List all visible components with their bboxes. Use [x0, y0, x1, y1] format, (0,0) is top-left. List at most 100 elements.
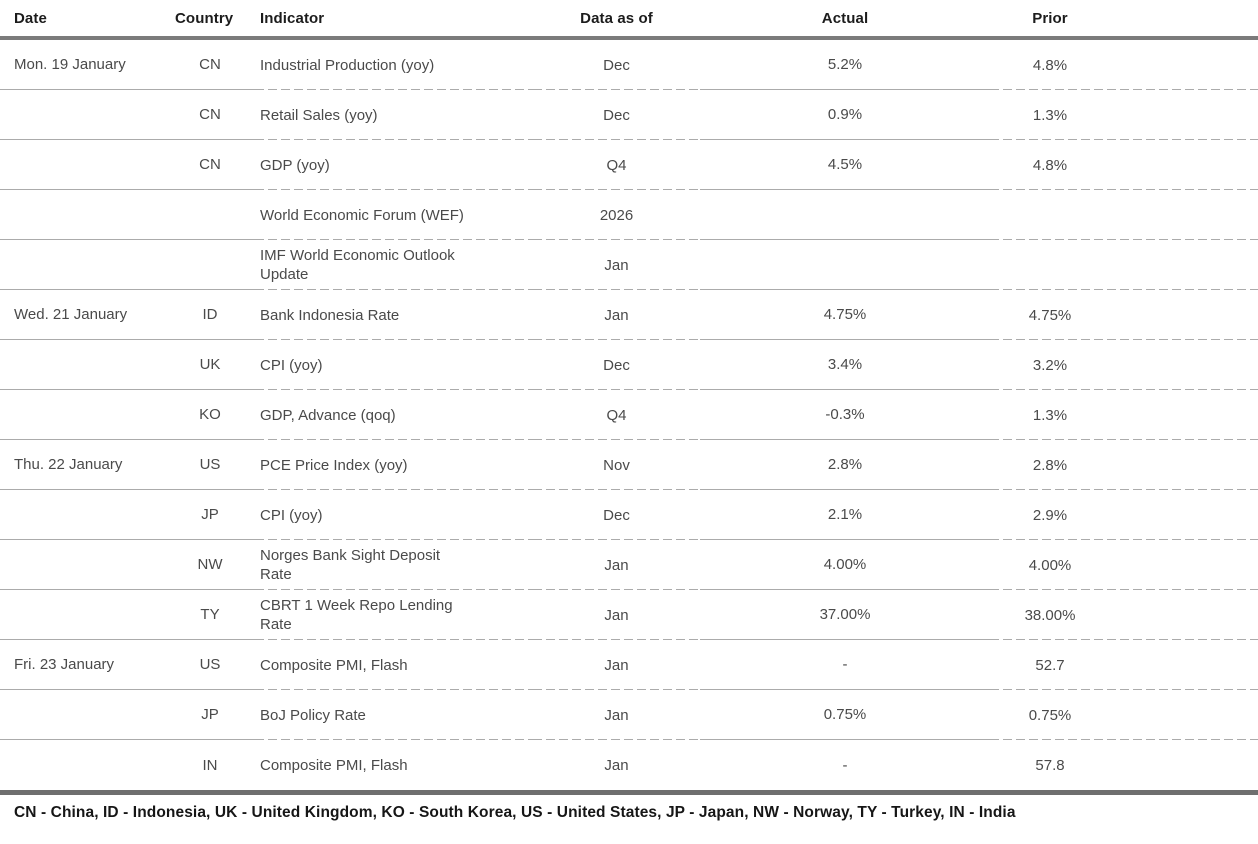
country-cell: CN — [165, 90, 255, 140]
date-cell — [0, 540, 165, 590]
prior-cell — [990, 240, 1258, 290]
country-cell: UK — [165, 340, 255, 390]
actual-cell: 0.75% — [700, 690, 990, 740]
country-cell: ID — [165, 290, 255, 340]
country-cell: US — [165, 440, 255, 490]
table-row: Fri. 23 January US Composite PMI, Flash Jan… — [0, 640, 1258, 690]
table-row: JP CPI (yoy) Dec 2.1% 2.9% — [0, 490, 1258, 540]
indicator-cell: Bank Indonesia Rate — [255, 290, 533, 340]
data-as-of-cell: Jan — [533, 240, 700, 290]
table-row: NW Norges Bank Sight Deposit Rate Jan 4.00%… — [0, 540, 1258, 590]
prior-cell: 2.8% — [990, 440, 1258, 490]
prior-cell: 38.00% — [990, 590, 1258, 640]
country-cell: JP — [165, 490, 255, 540]
table-header-row: Date Country Indicator Data as of Actual… — [0, 0, 1258, 40]
data-as-of-cell: Dec — [533, 340, 700, 390]
prior-cell: 4.75% — [990, 290, 1258, 340]
table-row: UK CPI (yoy) Dec 3.4% 3.2% — [0, 340, 1258, 390]
prior-cell: 2.9% — [990, 490, 1258, 540]
data-as-of-cell: Nov — [533, 440, 700, 490]
country-cell: US — [165, 640, 255, 690]
indicator-cell: PCE Price Index (yoy) — [255, 440, 533, 490]
date-cell: Thu. 22 January — [0, 440, 165, 490]
data-as-of-cell: Jan — [533, 640, 700, 690]
actual-cell: - — [842, 756, 848, 774]
data-as-of-cell: Jan — [533, 540, 700, 590]
date-cell — [0, 590, 165, 640]
table-row: TY CBRT 1 Week Repo Lending Rate Jan 37.00%… — [0, 590, 1258, 640]
actual-cell — [700, 240, 990, 290]
indicator-cell: CPI (yoy) — [255, 340, 533, 390]
indicator-cell: Retail Sales (yoy) — [255, 90, 533, 140]
actual-cell: -0.3% — [700, 390, 990, 440]
date-cell — [0, 340, 165, 390]
data-as-of-cell: Jan — [533, 290, 700, 340]
actual-cell: 2.8% — [700, 440, 990, 490]
indicator-cell: World Economic Forum (WEF) — [255, 190, 533, 240]
data-as-of-cell: Jan — [533, 590, 700, 640]
actual-cell: 4.00% — [700, 540, 990, 590]
date-cell: Mon. 19 January — [0, 40, 165, 90]
date-cell — [0, 740, 165, 790]
table-row: IMF World Economic Outlook Update Jan — [0, 240, 1258, 290]
prior-cell: 1.3% — [990, 90, 1258, 140]
country-code-legend: CN - China, ID - Indonesia, UK - United … — [14, 804, 1016, 821]
prior-cell — [990, 190, 1258, 240]
actual-cell: 5.2% — [700, 40, 990, 90]
table-row: KO GDP, Advance (qoq) Q4 -0.3% 1.3% — [0, 390, 1258, 440]
indicator-cell: IMF World Economic Outlook Update — [255, 240, 533, 290]
date-cell — [0, 690, 165, 740]
indicator-cell: BoJ Policy Rate — [255, 690, 533, 740]
footnote-bar: CN - China, ID - Indonesia, UK - United … — [0, 790, 1258, 822]
data-as-of-cell: Q4 — [533, 390, 700, 440]
country-cell — [165, 240, 255, 290]
date-cell: Wed. 21 January — [0, 290, 165, 340]
date-cell: Fri. 23 January — [0, 640, 165, 690]
prior-cell: 1.3% — [990, 390, 1258, 440]
col-header-indicator: Indicator — [260, 9, 325, 27]
country-cell: TY — [165, 590, 255, 640]
actual-cell: 3.4% — [700, 340, 990, 390]
col-header-date: Date — [14, 9, 47, 27]
table-body: Mon. 19 January CN Industrial Production (… — [0, 40, 1258, 790]
table-row: Thu. 22 January US PCE Price Index (yoy) No… — [0, 440, 1258, 490]
table-row: Mon. 19 January CN Industrial Production (… — [0, 40, 1258, 90]
col-header-actual: Actual — [821, 9, 869, 27]
col-header-prior: Prior — [1032, 9, 1068, 27]
prior-cell: 52.7 — [990, 640, 1258, 690]
indicator-cell: CPI (yoy) — [255, 490, 533, 540]
date-cell — [0, 190, 165, 240]
indicator-cell: Composite PMI, Flash — [260, 756, 408, 774]
country-cell: NW — [165, 540, 255, 590]
data-as-of-cell: Q4 — [533, 140, 700, 190]
actual-cell: 0.9% — [700, 90, 990, 140]
actual-cell: 4.75% — [700, 290, 990, 340]
date-cell — [0, 240, 165, 290]
indicator-cell: Industrial Production (yoy) — [255, 40, 533, 90]
data-as-of-cell: Jan — [533, 690, 700, 740]
prior-cell: 4.8% — [990, 140, 1258, 190]
prior-cell: 4.8% — [990, 40, 1258, 90]
date-cell — [0, 90, 165, 140]
date-cell — [0, 140, 165, 190]
actual-cell: - — [700, 640, 990, 690]
data-as-of-cell: Jan — [604, 756, 629, 774]
actual-cell: 4.5% — [700, 140, 990, 190]
data-as-of-cell: Dec — [533, 90, 700, 140]
indicator-cell: GDP, Advance (qoq) — [255, 390, 533, 440]
table-row: Wed. 21 January ID Bank Indonesia Rate Jan 4… — [0, 290, 1258, 340]
table-row: JP BoJ Policy Rate Jan 0.75% 0.75% — [0, 690, 1258, 740]
indicator-cell: CBRT 1 Week Repo Lending Rate — [255, 590, 533, 640]
prior-cell: 3.2% — [990, 340, 1258, 390]
indicator-cell: GDP (yoy) — [255, 140, 533, 190]
country-cell — [165, 190, 255, 240]
country-cell: KO — [165, 390, 255, 440]
data-as-of-cell: Dec — [533, 40, 700, 90]
col-header-data-as-of: Data as of — [580, 9, 653, 27]
country-cell: IN — [202, 756, 218, 774]
prior-cell: 0.75% — [990, 690, 1258, 740]
table-row: IN Composite PMI, Flash Jan - 57.8 — [0, 740, 1258, 790]
indicator-cell: Norges Bank Sight Deposit Rate — [255, 540, 533, 590]
actual-cell: 2.1% — [700, 490, 990, 540]
